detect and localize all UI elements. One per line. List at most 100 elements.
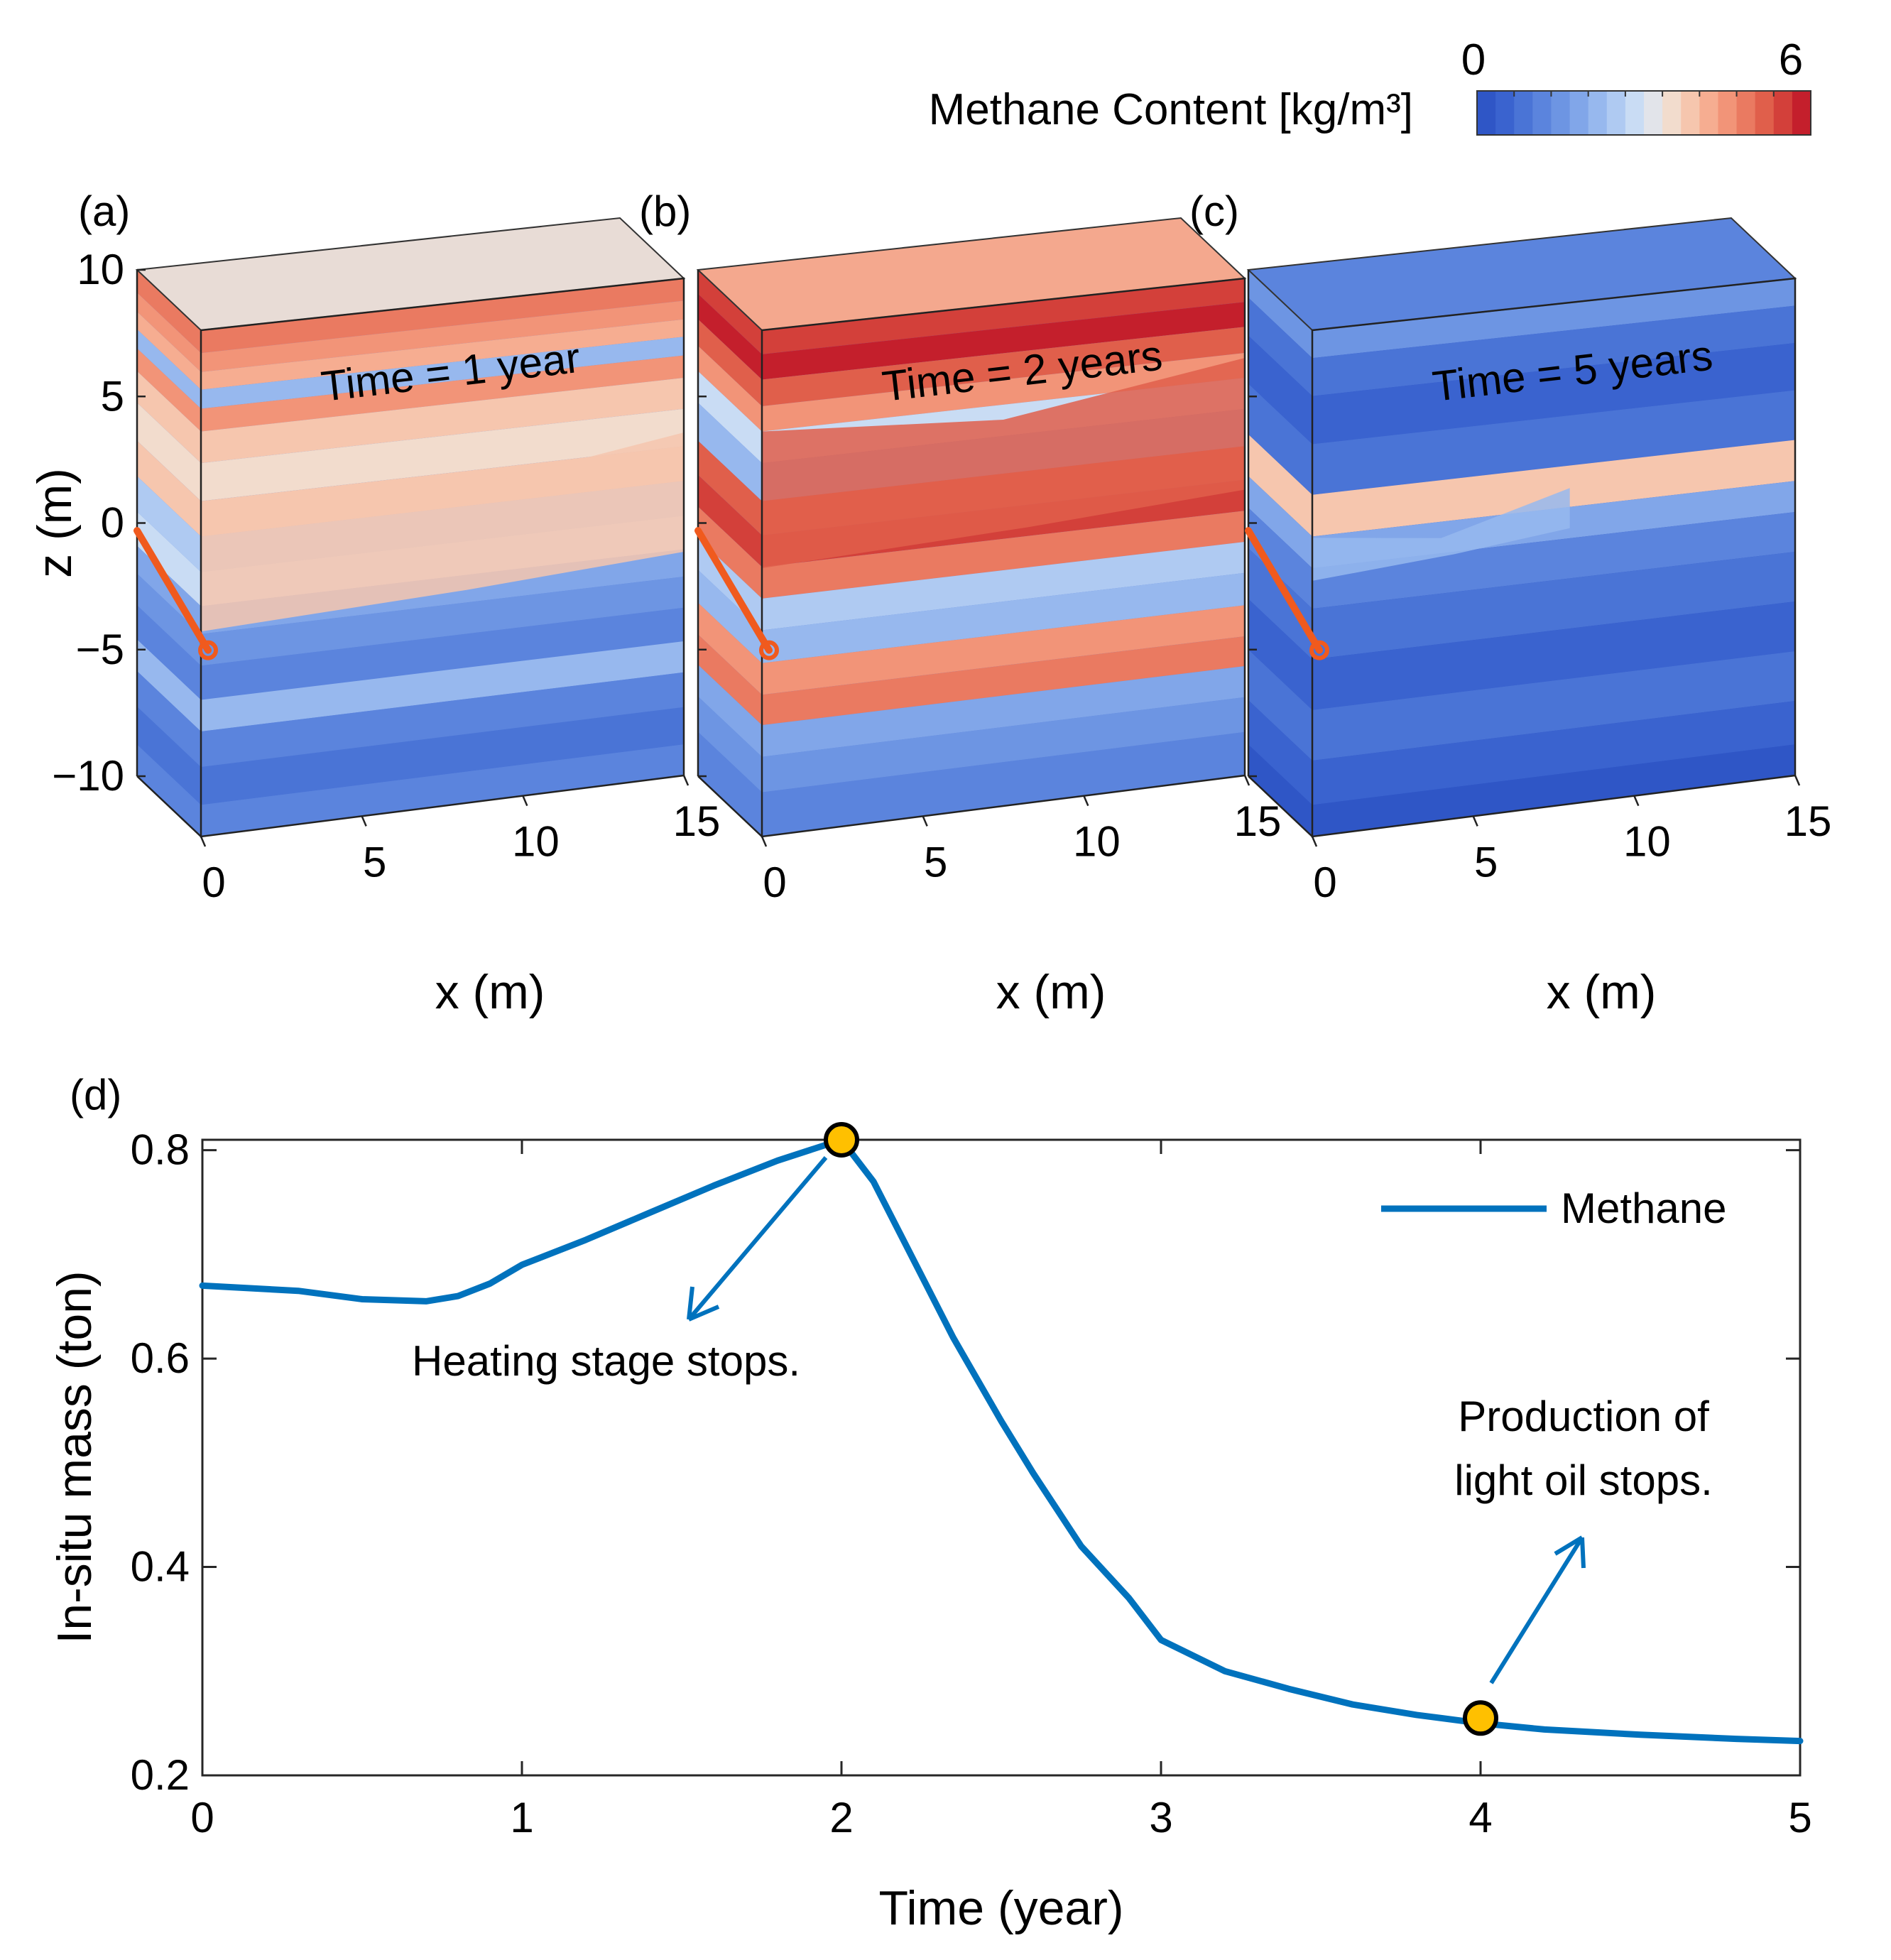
annotation-arrow-heating	[687, 1156, 828, 1321]
side-layer-band	[698, 474, 762, 567]
layer-band	[1312, 601, 1795, 710]
layer-band	[201, 408, 684, 501]
x-axis-title: x (m)	[1547, 965, 1657, 1019]
side-layer-band	[698, 345, 762, 432]
front-face	[201, 278, 684, 837]
z-tick-label: 10	[77, 246, 124, 293]
x-axis-title: x (m)	[435, 965, 545, 1019]
y-tick-label: 0.8	[131, 1126, 190, 1174]
x-tick-label: 15	[673, 797, 721, 845]
side-layer-band	[137, 639, 201, 732]
x-tick-label: 5	[924, 838, 947, 886]
side-layer-band	[698, 570, 762, 663]
annotation-arrowhead-light-oil	[1554, 1535, 1586, 1569]
depth-edge	[136, 775, 202, 837]
x-tick	[361, 815, 367, 827]
side-layer-band	[1248, 434, 1312, 537]
x-tick-label: 5	[1788, 1794, 1811, 1841]
colorbar-frame	[1476, 90, 1811, 136]
colorbar-segment	[1514, 91, 1533, 135]
colorbar-segment	[1569, 91, 1589, 135]
side-layer-band	[1248, 700, 1312, 805]
x-tick-label: 2	[829, 1794, 853, 1841]
side-layer-band	[1248, 335, 1312, 445]
layer-band	[201, 319, 684, 390]
z-tick-label: −10	[52, 752, 124, 800]
layer-band	[201, 577, 684, 666]
colorbar-segment	[1792, 91, 1811, 135]
x-tick-label: 10	[512, 818, 560, 866]
layer-band	[201, 641, 684, 732]
z-axis-title: z (m)	[28, 468, 82, 578]
x-tick-label: 0	[1313, 859, 1336, 906]
layer-band	[1312, 390, 1795, 495]
y-tick-label: 0.2	[131, 1751, 190, 1799]
layer-band	[201, 355, 684, 432]
methane-plume	[201, 432, 684, 632]
data-marker	[824, 1122, 859, 1158]
side-layer-band	[1248, 476, 1312, 569]
side-layer-band	[137, 440, 201, 537]
x-axis-title: x (m)	[996, 965, 1106, 1019]
z-tick-label: −5	[76, 626, 124, 673]
layer-band	[762, 302, 1245, 380]
well-endpoint	[759, 640, 779, 660]
side-layer-band	[137, 476, 201, 572]
side-layer-band	[1248, 298, 1312, 396]
colorbar-segment	[1532, 91, 1552, 135]
side-layer-band	[137, 605, 201, 700]
side-layer-band	[698, 319, 762, 406]
colorbar-segment	[1699, 91, 1719, 135]
x-tick	[922, 815, 928, 827]
well-line	[1245, 527, 1323, 654]
layer-band	[1312, 343, 1795, 445]
side-layer-band	[698, 293, 762, 380]
depth-edge	[697, 775, 763, 837]
side-layer-band	[137, 329, 201, 409]
well-line	[694, 527, 773, 654]
side-layer-band	[137, 706, 201, 805]
well-endpoint	[198, 640, 218, 660]
side-layer-band	[137, 348, 201, 432]
colorbar-segment	[1606, 91, 1626, 135]
depth-edge	[1248, 775, 1313, 837]
side-layer-band	[698, 665, 762, 757]
x-tick-label: 5	[1474, 838, 1498, 886]
legend-label-methane: Methane	[1561, 1185, 1727, 1232]
layer-band	[762, 572, 1245, 663]
x-tick-label: 0	[202, 859, 225, 906]
side-layer-band	[698, 696, 762, 793]
x-axis-title: Time (year)	[878, 1881, 1123, 1935]
x-tick	[1633, 795, 1640, 807]
layer-band	[1312, 552, 1795, 660]
annotation-text-heating: Heating stage stops.	[412, 1337, 800, 1385]
markers	[824, 1122, 1498, 1736]
side-layer-band	[1248, 649, 1312, 761]
panel-letter: (c)	[1189, 187, 1239, 235]
layer-band	[201, 337, 684, 409]
colorbar-segment	[1755, 91, 1775, 135]
panel-letter-d: (d)	[70, 1071, 121, 1118]
layer-band	[762, 697, 1245, 793]
panel-letter: (a)	[78, 187, 130, 235]
side-layer-band	[1248, 508, 1312, 609]
annotation-text-light-oil-line2: light oil stops.	[1454, 1457, 1713, 1504]
side-layer-band	[1248, 599, 1312, 710]
layer-band	[762, 605, 1245, 695]
side-layer-band	[137, 371, 201, 464]
x-tick	[682, 775, 690, 786]
x-tick-label: 5	[363, 838, 386, 886]
colorbar-segment	[1588, 91, 1608, 135]
legend: Methane	[1381, 1185, 1727, 1232]
x-tick	[1243, 775, 1250, 786]
annotation-heating: Heating stage stops.	[412, 1156, 828, 1385]
side-layer-band	[137, 311, 201, 390]
side-layer-band	[137, 403, 201, 501]
x-tick	[522, 795, 528, 807]
x-tick-label: 15	[1784, 797, 1832, 845]
x-tick	[761, 836, 768, 847]
layer-band	[762, 353, 1245, 432]
